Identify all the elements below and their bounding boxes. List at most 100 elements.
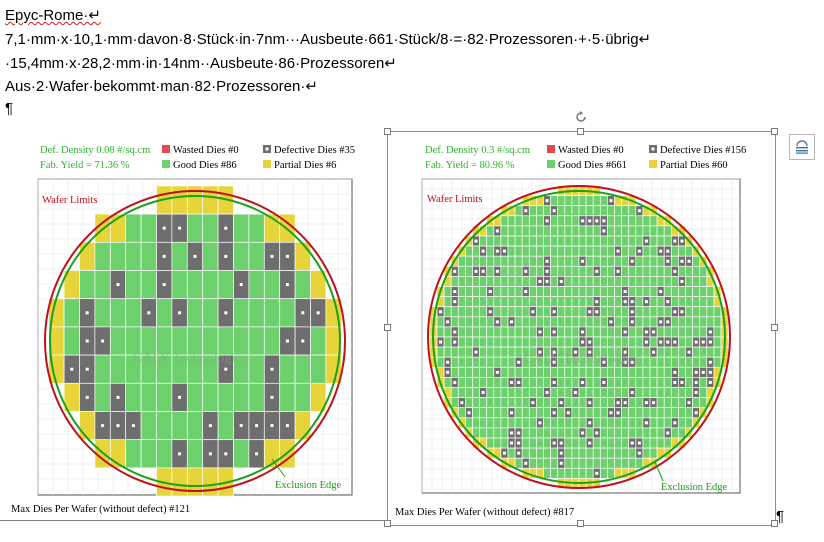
defect-dot <box>595 310 599 314</box>
defect-dot <box>524 290 528 294</box>
defect-dot <box>224 367 228 371</box>
partial-die <box>79 411 96 441</box>
resize-handle-bottom[interactable] <box>577 520 584 527</box>
wafer-limit-circle <box>44 190 346 492</box>
defect-dot <box>637 451 641 455</box>
legend-left: Def. Density 0.08 #/sq.cm Fab. Yield = 7… <box>40 145 355 171</box>
defect-dot <box>701 340 705 344</box>
defect-dot <box>481 269 485 273</box>
doc-line-3[interactable]: ·15,4mm·x·28,2·mm·in·14nm··Ausbeute·86·P… <box>5 55 397 72</box>
defect-dot <box>531 401 535 405</box>
legend-right: Def. Density 0.3 #/sq.cm Fab. Yield = 80… <box>425 145 746 171</box>
good-die <box>140 270 157 300</box>
defect-dot <box>552 441 556 445</box>
defect-dot <box>595 219 599 223</box>
defect-dot <box>510 431 514 435</box>
defect-dot <box>644 300 648 304</box>
good-die <box>125 270 142 300</box>
resize-handle-top-left[interactable] <box>384 128 391 135</box>
good-die <box>156 439 173 469</box>
defect-dot <box>545 259 549 263</box>
layout-options-icon[interactable] <box>789 134 815 160</box>
defect-dot <box>644 239 648 243</box>
defect-dot <box>609 411 613 415</box>
defect-dot <box>673 340 677 344</box>
rotate-handle-icon[interactable] <box>574 110 588 124</box>
good-die <box>140 411 157 441</box>
defect-dot <box>630 300 634 304</box>
good-die <box>109 241 127 271</box>
defect-dot <box>581 431 585 435</box>
resize-handle-top-right[interactable] <box>771 128 778 135</box>
resize-handle-bottom-right[interactable] <box>771 520 778 527</box>
defect-dot <box>680 279 684 283</box>
good-die <box>109 354 127 384</box>
defect-dot <box>659 340 663 344</box>
defect-dot <box>552 380 556 384</box>
defect-dot <box>524 209 528 213</box>
exclusion-edge-circle <box>49 195 341 487</box>
defect-dot <box>581 340 585 344</box>
defect-dot <box>708 340 712 344</box>
good-swatch <box>547 160 555 168</box>
wafer-panel-left[interactable]: Def. Density 0.08 #/sq.cm Fab. Yield = 7… <box>5 136 385 520</box>
defect-dot <box>694 370 698 374</box>
resize-handle-right[interactable] <box>771 324 778 331</box>
good-die <box>248 298 265 328</box>
defect-dot <box>630 360 634 364</box>
defect-dot <box>644 340 648 344</box>
image-selection-frame[interactable] <box>387 131 776 526</box>
die-grid <box>429 185 729 489</box>
defect-dot <box>644 421 648 425</box>
defect-dot <box>439 340 443 344</box>
wafer-panel-right[interactable]: Def. Density 0.3 #/sq.cm Fab. Yield = 80… <box>389 136 775 520</box>
doc-line-2[interactable]: 7,1·mm·x·10,1·mm·davon·8·Stück·in·7nm···… <box>5 31 652 48</box>
good-die <box>125 213 142 243</box>
defect-dot <box>673 239 677 243</box>
good-die <box>233 382 250 412</box>
defect-dot <box>559 401 563 405</box>
defect-dot <box>581 330 585 334</box>
defect-dot <box>630 259 634 263</box>
exclusion-edge-circle <box>432 190 726 484</box>
defect-dot <box>559 451 563 455</box>
defect-dot <box>446 360 450 364</box>
good-die <box>248 270 265 300</box>
defect-dot <box>552 360 556 364</box>
fab-yield-text: Fab. Yield = 71.36 % <box>40 160 130 171</box>
doc-line-title[interactable]: Epyc-Rome·↵ <box>5 6 101 26</box>
good-die <box>202 270 219 300</box>
partial-dies-text: Partial Dies #60 <box>660 160 728 171</box>
defect-dot <box>694 340 698 344</box>
good-die <box>94 382 111 412</box>
resize-handle-bottom-left[interactable] <box>384 520 391 527</box>
defect-dot <box>85 311 89 315</box>
good-die <box>156 298 173 328</box>
defect-dot <box>708 360 712 364</box>
resize-handle-left[interactable] <box>384 324 391 331</box>
defect-dot <box>545 279 549 283</box>
resize-handle-top[interactable] <box>577 128 584 135</box>
good-die <box>171 270 188 300</box>
good-die <box>140 382 157 412</box>
defect-dot <box>666 259 670 263</box>
defect-dot <box>623 360 627 364</box>
defect-dot <box>652 330 656 334</box>
defect-dot <box>495 249 499 253</box>
wasted-swatch <box>162 145 170 153</box>
partial-dies-text: Partial Dies #6 <box>274 160 336 171</box>
defect-dot <box>559 461 563 465</box>
max-dies-text: Max Dies Per Wafer (without defect) #121 <box>11 504 190 515</box>
defect-dot <box>644 401 648 405</box>
good-die <box>186 298 204 328</box>
defect-dot <box>517 451 521 455</box>
defect-dot <box>162 226 166 230</box>
defect-dot <box>588 441 592 445</box>
defect-dot <box>559 441 563 445</box>
defect-dot <box>510 441 514 445</box>
defect-dot <box>666 431 670 435</box>
doc-line-4[interactable]: Aus·2·Wafer·bekommt·man·82·Prozessoren·↵ <box>5 78 318 95</box>
defect-dot <box>708 330 712 334</box>
good-die <box>279 298 296 328</box>
good-die <box>63 298 80 328</box>
